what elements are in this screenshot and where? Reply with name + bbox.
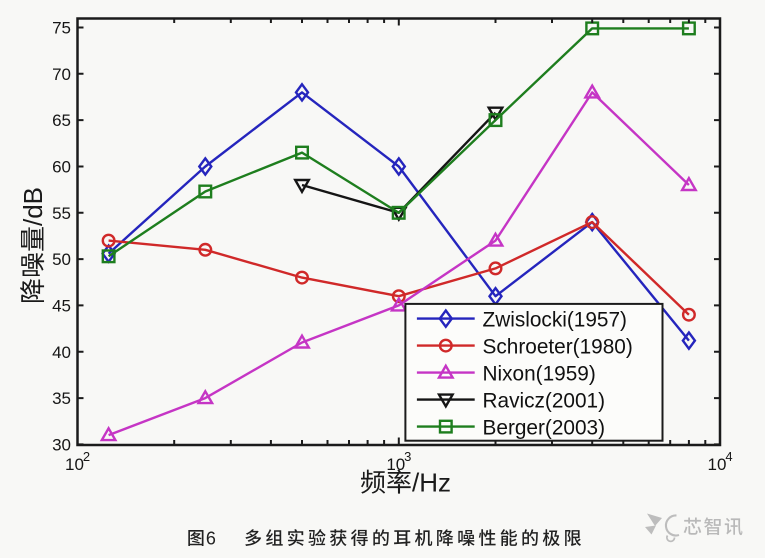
- svg-text:Ravicz(2001): Ravicz(2001): [483, 390, 606, 413]
- svg-text:Berger(2003): Berger(2003): [483, 417, 606, 440]
- svg-text:65: 65: [52, 111, 71, 130]
- svg-text:/dB: /dB: [18, 187, 48, 226]
- svg-text:75: 75: [52, 19, 71, 38]
- svg-text:30: 30: [52, 435, 71, 454]
- svg-text:6: 6: [206, 529, 216, 549]
- svg-text:Zwislocki(1957): Zwislocki(1957): [483, 309, 627, 332]
- svg-text:10: 10: [65, 455, 84, 474]
- svg-text:50: 50: [52, 250, 71, 269]
- svg-text:4: 4: [725, 449, 732, 464]
- svg-text:/Hz: /Hz: [412, 468, 451, 498]
- svg-text:Schroeter(1980): Schroeter(1980): [483, 336, 633, 359]
- svg-text:3: 3: [404, 449, 411, 464]
- svg-text:Nixon(1959): Nixon(1959): [483, 363, 596, 386]
- svg-text:10: 10: [386, 455, 405, 474]
- svg-text:60: 60: [52, 158, 71, 177]
- svg-text:70: 70: [52, 65, 71, 84]
- svg-text:2: 2: [83, 449, 90, 464]
- svg-text:45: 45: [52, 296, 71, 315]
- svg-text:55: 55: [52, 204, 71, 223]
- svg-text:10: 10: [708, 455, 727, 474]
- svg-text:35: 35: [52, 389, 71, 408]
- svg-text:40: 40: [52, 343, 71, 362]
